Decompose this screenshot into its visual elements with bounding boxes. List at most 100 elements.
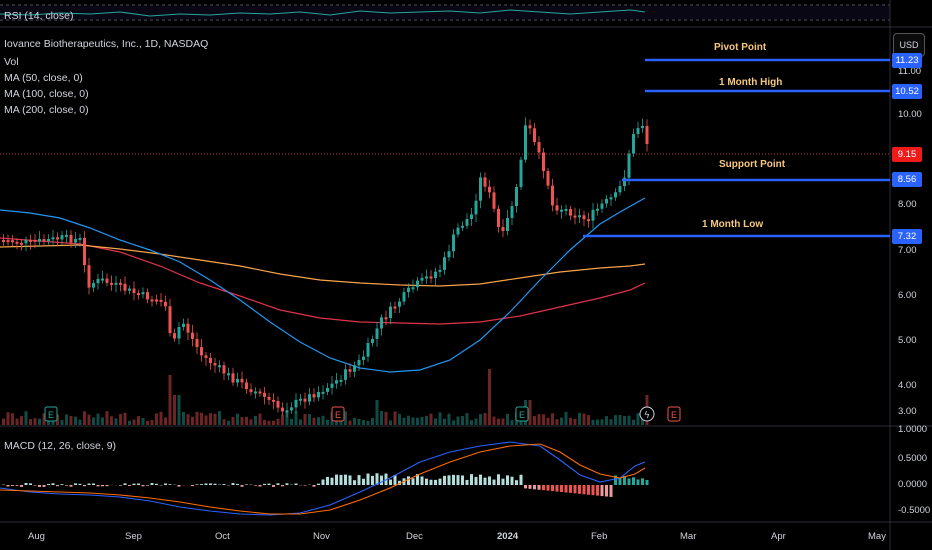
volume-bar (56, 414, 59, 425)
volume-bar (218, 411, 221, 425)
volume-bar (213, 413, 217, 425)
candle-body (348, 369, 352, 372)
macd-histogram-bar (272, 485, 275, 487)
candle-body (141, 292, 145, 295)
macd-histogram-bar (623, 476, 626, 485)
macd-label[interactable]: MACD (12, 26, close, 9) (4, 440, 117, 452)
macd-histogram-bar (366, 473, 370, 485)
volume-bar (366, 420, 370, 425)
volume-bar (582, 413, 586, 425)
candle-body (222, 365, 226, 374)
volume-bar (596, 419, 599, 425)
macd-histogram-bar (191, 485, 194, 487)
macd-histogram-bar (155, 483, 158, 485)
candle-body (245, 382, 248, 390)
event-markers[interactable]: E E E ϟ E (44, 406, 681, 422)
macd-histogram-bar (582, 485, 586, 495)
volume-bar (479, 414, 482, 425)
macd-histogram-bar (317, 483, 320, 485)
volume-bar (24, 411, 28, 425)
candle-body (492, 192, 496, 209)
macd-histogram-bar (344, 474, 347, 485)
candle-body (110, 282, 113, 285)
candle-body (164, 301, 167, 307)
time-tick: Oct (215, 531, 230, 542)
candle-body (326, 387, 329, 392)
candle-body (182, 323, 185, 328)
macd-histogram-bar (596, 485, 599, 496)
macd-histogram-bar (416, 474, 419, 485)
symbol-title[interactable]: Iovance Biotherapeutics, Inc., 1D, NASDA… (4, 38, 209, 50)
volume-bar (533, 416, 536, 425)
legend-ma50[interactable]: MA (50, close, 0) (4, 72, 83, 84)
macd-histogram-bar (42, 485, 46, 487)
earnings-icon (667, 406, 681, 422)
candle-body (371, 338, 374, 344)
candle-body (636, 128, 640, 134)
macd-histogram-bar (501, 478, 505, 485)
candle-body (519, 159, 523, 188)
macd-histogram-bar (506, 475, 509, 485)
macd-histogram-bar (335, 474, 338, 485)
signal-line (0, 443, 646, 515)
macd-histogram-bar (398, 480, 401, 485)
candle-body (488, 186, 491, 193)
volume-bar (393, 411, 397, 425)
earnings-icon (44, 406, 58, 422)
candle-body (605, 198, 608, 204)
rsi-label[interactable]: RSI (14, close) (4, 10, 74, 22)
volume-bar (474, 418, 478, 425)
volume-bar (560, 417, 563, 425)
legend-vol[interactable]: Vol (4, 56, 19, 68)
volume-bar (69, 416, 73, 425)
support-price-tag: 8.56 (892, 172, 922, 187)
volume-bar (303, 413, 307, 425)
price-tick: 10.00 (898, 109, 922, 120)
candle-body (101, 278, 104, 281)
macd-histogram (2, 473, 649, 497)
volume-bar (542, 414, 545, 425)
volume-bar (456, 416, 460, 425)
macd-histogram-bar (389, 479, 392, 485)
volume-bar (110, 416, 113, 425)
volume-bar (402, 417, 406, 425)
volume-bar (443, 418, 446, 425)
macd-histogram-bar (137, 483, 140, 485)
candle-body (312, 394, 316, 398)
candle-body (443, 257, 446, 270)
volume-bar (362, 420, 365, 425)
ma200-line (0, 237, 646, 325)
legend-ma200[interactable]: MA (200, close, 0) (4, 104, 89, 116)
macd-histogram-bar (51, 483, 55, 485)
earnings-icon (331, 406, 345, 422)
volume-bar (389, 420, 392, 425)
candle-body (452, 234, 455, 252)
macd-tick: 0.0000 (898, 479, 928, 490)
volume-bar (452, 420, 455, 425)
volume-bar (578, 412, 581, 425)
pivot-price-tag: 11.23 (892, 53, 922, 68)
volume-bar (506, 413, 509, 425)
volume-bar (137, 416, 140, 425)
macd-histogram-bar (24, 483, 28, 485)
candle-body (240, 378, 244, 383)
volume-bar (15, 418, 19, 425)
candle-body (227, 373, 230, 376)
ma100-line (0, 244, 646, 287)
macd-histogram-bar (267, 483, 271, 485)
candle-body (434, 271, 437, 279)
candle-body (29, 239, 32, 242)
candle-body (632, 133, 635, 154)
macd-histogram-bar (177, 485, 181, 487)
volume-bar (74, 416, 77, 425)
pivot-point-annotation: Pivot Point (714, 42, 767, 53)
candle-body (218, 365, 221, 368)
candle-body (407, 287, 410, 293)
macd-histogram-bar (240, 485, 244, 487)
legend-ma100[interactable]: MA (100, close, 0) (4, 88, 89, 100)
volume-bar (146, 420, 149, 425)
macd-histogram-bar (587, 485, 590, 495)
macd-line (0, 441, 646, 516)
volume-bar (231, 417, 235, 425)
